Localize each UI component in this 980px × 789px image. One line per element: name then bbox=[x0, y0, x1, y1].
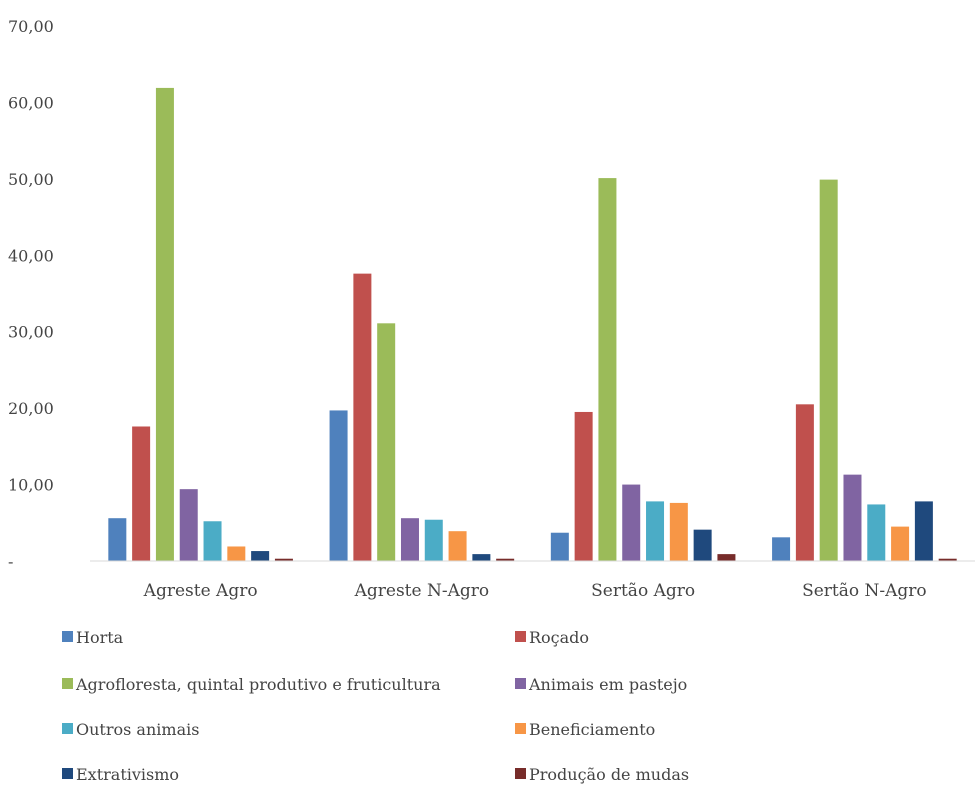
y-tick-label: - bbox=[8, 552, 13, 571]
bar bbox=[179, 489, 198, 561]
bar bbox=[203, 521, 222, 561]
bar bbox=[622, 484, 641, 561]
legend-swatch bbox=[515, 768, 526, 779]
legend-swatch bbox=[62, 678, 73, 689]
bar bbox=[448, 531, 467, 561]
legend-swatch bbox=[62, 768, 73, 779]
legend-label: Produção de mudas bbox=[529, 765, 689, 784]
y-tick-label: 40,00 bbox=[8, 246, 54, 265]
bar bbox=[329, 410, 348, 561]
legend-item: Produção de mudas bbox=[515, 765, 689, 784]
legend-label: Horta bbox=[76, 628, 124, 647]
legend-label: Animais em pastejo bbox=[528, 675, 687, 694]
y-axis: - 10,00 20,00 30,00 40,00 50,00 60,00 70,00 bbox=[8, 17, 54, 571]
legend-item: Outros animais bbox=[62, 720, 199, 739]
bar bbox=[843, 474, 862, 561]
legend-item: Extrativismo bbox=[62, 765, 179, 784]
y-tick-label: 70,00 bbox=[8, 17, 54, 36]
y-tick-label: 60,00 bbox=[8, 93, 54, 112]
x-tick-label: Agreste Agro bbox=[143, 581, 258, 601]
bar bbox=[717, 554, 736, 561]
legend-item: Beneficiamento bbox=[515, 720, 655, 739]
x-tick-label: Agreste N-Agro bbox=[354, 581, 490, 601]
legend-item: Animais em pastejo bbox=[515, 675, 687, 694]
legend-label: Agrofloresta, quintal produtivo e frutic… bbox=[75, 675, 441, 694]
legend-swatch bbox=[515, 723, 526, 734]
legend-swatch bbox=[515, 631, 526, 642]
legend-label: Beneficiamento bbox=[529, 720, 655, 739]
legend-label: Roçado bbox=[529, 628, 589, 647]
y-tick-label: 50,00 bbox=[8, 170, 54, 189]
bar bbox=[472, 554, 491, 561]
legend-item: Roçado bbox=[515, 628, 589, 647]
legend-swatch bbox=[62, 723, 73, 734]
bar bbox=[377, 323, 396, 561]
x-axis: Agreste Agro Agreste N-Agro Sertão Agro Ser… bbox=[143, 581, 927, 601]
bar-group bbox=[108, 87, 293, 561]
bar bbox=[891, 526, 910, 561]
bar bbox=[550, 532, 569, 561]
y-tick-label: 10,00 bbox=[8, 476, 54, 495]
bar bbox=[496, 558, 515, 561]
bar bbox=[155, 87, 174, 561]
bar-group bbox=[772, 179, 957, 561]
legend-swatch bbox=[515, 678, 526, 689]
bar bbox=[669, 502, 688, 561]
y-tick-label: 30,00 bbox=[8, 323, 54, 342]
legend-swatch bbox=[62, 631, 73, 642]
plot-area bbox=[108, 87, 957, 561]
bar bbox=[646, 501, 665, 561]
bar bbox=[598, 178, 617, 561]
bar bbox=[274, 558, 293, 561]
x-tick-label: Sertão Agro bbox=[591, 581, 695, 601]
bar-group bbox=[329, 273, 515, 561]
y-tick-label: 20,00 bbox=[8, 399, 54, 418]
bar-group bbox=[550, 178, 736, 561]
bar bbox=[914, 501, 933, 561]
bar bbox=[227, 546, 246, 561]
bar bbox=[132, 426, 151, 561]
bar bbox=[938, 558, 957, 561]
bar bbox=[353, 273, 372, 561]
bar bbox=[867, 504, 886, 561]
bar bbox=[574, 411, 593, 561]
bar bbox=[251, 551, 270, 561]
legend-label: Outros animais bbox=[76, 720, 199, 739]
legend-label: Extrativismo bbox=[76, 765, 179, 784]
legend-item: Agrofloresta, quintal produtivo e frutic… bbox=[62, 675, 441, 694]
bar bbox=[772, 537, 791, 561]
bar bbox=[424, 519, 443, 561]
legend: Horta Roçado Agrofloresta, quintal produti… bbox=[62, 628, 689, 784]
bar bbox=[693, 529, 712, 561]
legend-item: Horta bbox=[62, 628, 124, 647]
bar bbox=[819, 179, 838, 561]
bar bbox=[795, 404, 814, 561]
bar bbox=[400, 518, 419, 561]
x-tick-label: Sertão N-Agro bbox=[802, 581, 927, 601]
bar bbox=[108, 518, 127, 561]
